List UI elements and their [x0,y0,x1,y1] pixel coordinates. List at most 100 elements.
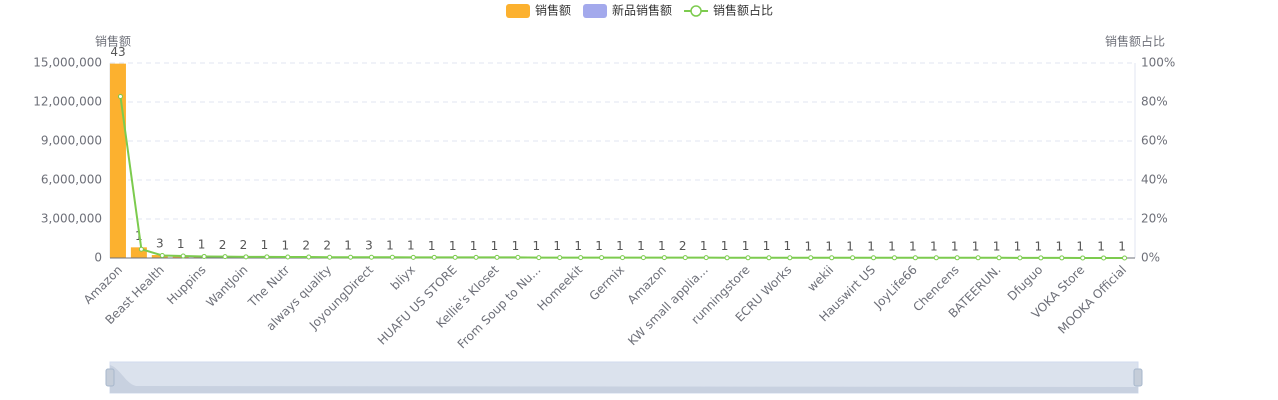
x-tick-label: bliyx [388,263,418,293]
data-label: 1 [533,239,541,253]
data-label: 1 [574,239,582,253]
data-label: 2 [679,239,687,253]
data-label: 1 [909,239,917,253]
data-label: 2 [302,238,310,252]
legend-label: 销售额占比 [713,3,773,18]
data-label: 1 [993,239,1001,253]
line-point [620,255,625,261]
line-point [473,254,479,260]
line-point [996,255,1002,261]
line-point [389,254,395,260]
line-point [745,255,751,261]
line-point [1059,255,1065,261]
data-label: 1 [449,239,457,253]
zoom-handle[interactable] [1133,368,1143,387]
data-label: 1 [595,239,603,253]
data-label: 2 [240,238,248,252]
data-zoom[interactable] [105,361,1143,394]
x-tick-label: Dfuguo [1005,263,1046,304]
line-point [975,255,981,261]
data-label: 1 [784,239,792,253]
line-point [578,255,584,261]
line-point [159,252,165,258]
data-label: 1 [1076,239,1084,253]
data-label: 1 [177,237,185,251]
data-label: 1 [972,239,980,253]
x-tick-label: wekii [805,263,837,295]
y-tick-label: 12,000,000 [33,95,102,109]
data-label: 1 [825,239,833,253]
data-label: 1 [763,239,771,253]
legend-label: 新品销售额 [612,3,672,18]
data-label: 1 [804,239,812,253]
data-label: 1 [846,239,854,253]
line-point [871,255,877,261]
line-point [599,255,605,261]
line-point [431,254,437,260]
line-point [138,246,144,252]
line-point [954,255,960,261]
y-tick-label: 3,000,000 [41,212,102,226]
data-label: 1 [721,239,729,253]
bar [109,63,126,259]
line-point [306,254,312,260]
data-label: 1 [1055,239,1063,253]
line-point [243,254,249,260]
line-point [1080,255,1086,261]
data-label: 1 [470,239,478,253]
data-label: 1 [512,239,520,253]
data-label: 1 [742,239,750,253]
line-point [829,255,835,261]
legend-marker [690,5,702,17]
data-label: 1 [1014,239,1022,253]
y-tick-label: 0 [94,251,102,265]
data-label: 1 [930,239,938,253]
line-point [724,255,730,261]
y-tick-label: 6,000,000 [41,173,102,187]
data-label: 1 [951,239,959,253]
data-label: 3 [156,237,164,251]
line-point [180,253,186,259]
bar [151,255,168,258]
data-label: 1 [867,239,875,253]
line-point [891,255,897,261]
line-point [264,254,270,260]
data-label: 1 [198,238,206,252]
legend-swatch [583,4,608,18]
zoom-handle[interactable] [105,368,115,387]
data-label: 1 [616,239,624,253]
y2-tick-label: 20% [1141,212,1168,226]
data-label: 1 [261,238,269,252]
data-label: 1 [386,239,394,253]
data-label: 1 [281,238,289,252]
x-tick-label: KW small applia... [625,263,711,349]
line-point [1017,255,1023,261]
data-label: 43 [110,45,125,59]
line-point [766,255,772,261]
y2-tick-label: 40% [1141,173,1168,187]
line-point [117,94,123,100]
data-label: 1 [344,239,352,253]
line-point [1101,255,1107,261]
line-point [703,255,709,261]
line-point [222,254,228,260]
line-point [787,255,793,261]
bar [130,247,147,258]
data-label: 1 [1035,239,1043,253]
line-point [557,255,563,261]
line-point [808,255,814,261]
line-point [1038,255,1044,261]
data-label: 1 [553,239,561,253]
y2-tick-label: 60% [1141,134,1168,148]
line-point [1122,255,1128,261]
y-tick-label: 15,000,000 [33,56,102,70]
line-point [368,254,374,260]
line [119,96,1125,259]
data-label: 2 [219,238,227,252]
line-point [850,255,856,261]
data-label: 1 [491,239,499,253]
y2-tick-label: 100% [1141,56,1175,70]
data-label: 1 [888,239,896,253]
data-label: 1 [658,239,666,253]
